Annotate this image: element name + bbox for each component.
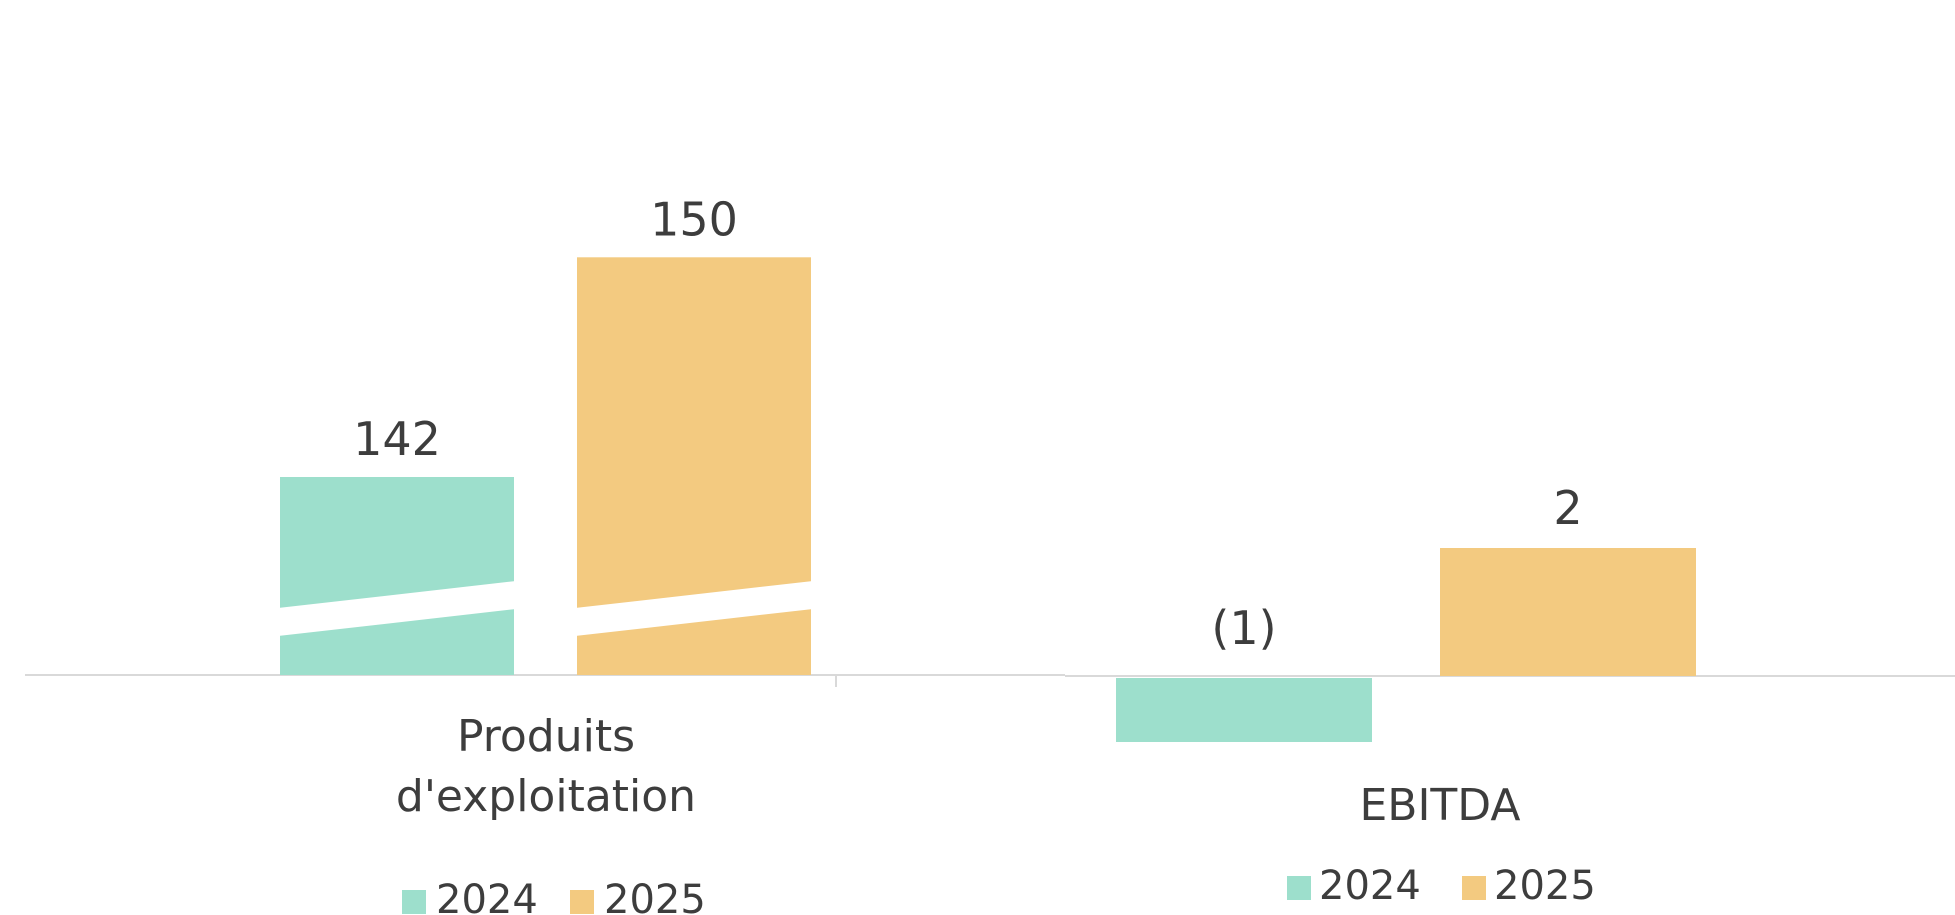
axis-break-2024	[278, 581, 516, 636]
data-label-2025: 2	[1553, 481, 1582, 535]
category-label: Produits	[457, 711, 635, 762]
category-label: EBITDA	[1359, 780, 1520, 831]
category-label: d'exploitation	[396, 771, 696, 822]
chart-operating-revenue: 142 150 Produits d'exploitation 2024 2025	[25, 192, 1065, 915]
axis-break-2025	[575, 581, 813, 636]
legend-swatch-2025	[570, 890, 594, 914]
bar-2024	[280, 477, 514, 675]
legend-swatch-2025	[1462, 876, 1486, 900]
bar-2025	[1440, 548, 1696, 676]
legend-label-2024: 2024	[436, 877, 538, 915]
legend-swatch-2024	[402, 890, 426, 914]
chart-ebitda: (1) 2 EBITDA 2024 2025	[1065, 481, 1955, 909]
legend-label-2024: 2024	[1319, 863, 1421, 909]
bar-2024	[1116, 678, 1372, 742]
legend-swatch-2024	[1287, 876, 1311, 900]
legend-label-2025: 2025	[1494, 863, 1596, 909]
data-label-2024: 142	[353, 412, 441, 466]
data-label-2025: 150	[650, 192, 738, 246]
legend-label-2025: 2025	[604, 877, 706, 915]
data-label-2024: (1)	[1211, 601, 1276, 655]
